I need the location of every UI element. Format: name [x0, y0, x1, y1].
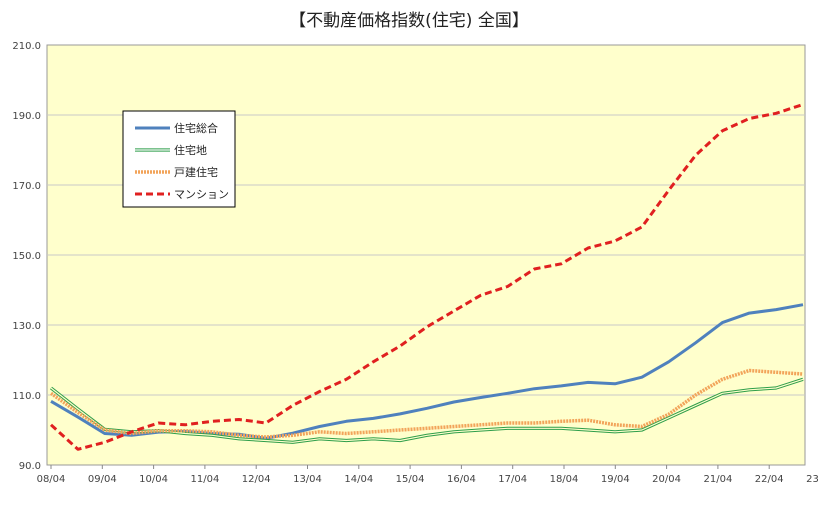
x-tick-label: 15/04 [396, 474, 425, 485]
series-line [49, 103, 804, 451]
x-tick-label: 12/04 [242, 474, 271, 485]
x-tick-label: 14/04 [344, 474, 373, 485]
series-line-inner [50, 378, 804, 443]
y-tick-label: 130.0 [12, 321, 41, 332]
chart-title: 【不動産価格指数(住宅) 全国】 [289, 11, 529, 31]
series-layer [49, 103, 804, 451]
series-4 [49, 103, 804, 451]
x-tick-label: 09/04 [88, 474, 117, 485]
x-tick-label: 22/04 [755, 474, 784, 485]
series-3 [49, 368, 804, 439]
legend-label: 住宅地 [174, 143, 207, 157]
y-tick-label: 90.0 [19, 461, 41, 472]
x-tick-label: 13/04 [293, 474, 322, 485]
x-tick-label: 11/04 [190, 474, 219, 485]
y-tick-label: 150.0 [12, 251, 41, 262]
y-tick-label: 190.0 [12, 111, 41, 122]
x-tick-label: 20/04 [652, 474, 681, 485]
legend-label: 戸建住宅 [174, 165, 218, 179]
x-tick-label: 08/04 [37, 474, 66, 485]
legend-label: 住宅総合 [174, 121, 218, 135]
y-tick-label: 110.0 [12, 391, 41, 402]
x-tick-label: 21/04 [703, 474, 732, 485]
x-tick-label: 10/04 [139, 474, 168, 485]
y-tick-label: 170.0 [12, 181, 41, 192]
series-line [49, 368, 804, 439]
x-tick-label: 19/04 [601, 474, 630, 485]
x-tick-label: 17/04 [498, 474, 527, 485]
x-tick-label: 18/04 [550, 474, 579, 485]
x-tick-label: 16/04 [447, 474, 476, 485]
x-axis-ticks: 08/04 09/04 10/04 11/04 12/04 13/04 14/04 15/04… [37, 465, 818, 485]
legend-label: マンション [174, 188, 229, 201]
y-axis-ticks: 90.0 110.0 130.0 150.0 170.0 190.0 210.0 [12, 41, 41, 472]
y-tick-label: 210.0 [12, 41, 41, 52]
series-2 [50, 377, 804, 444]
x-tick-label: 23/04 [806, 474, 818, 485]
